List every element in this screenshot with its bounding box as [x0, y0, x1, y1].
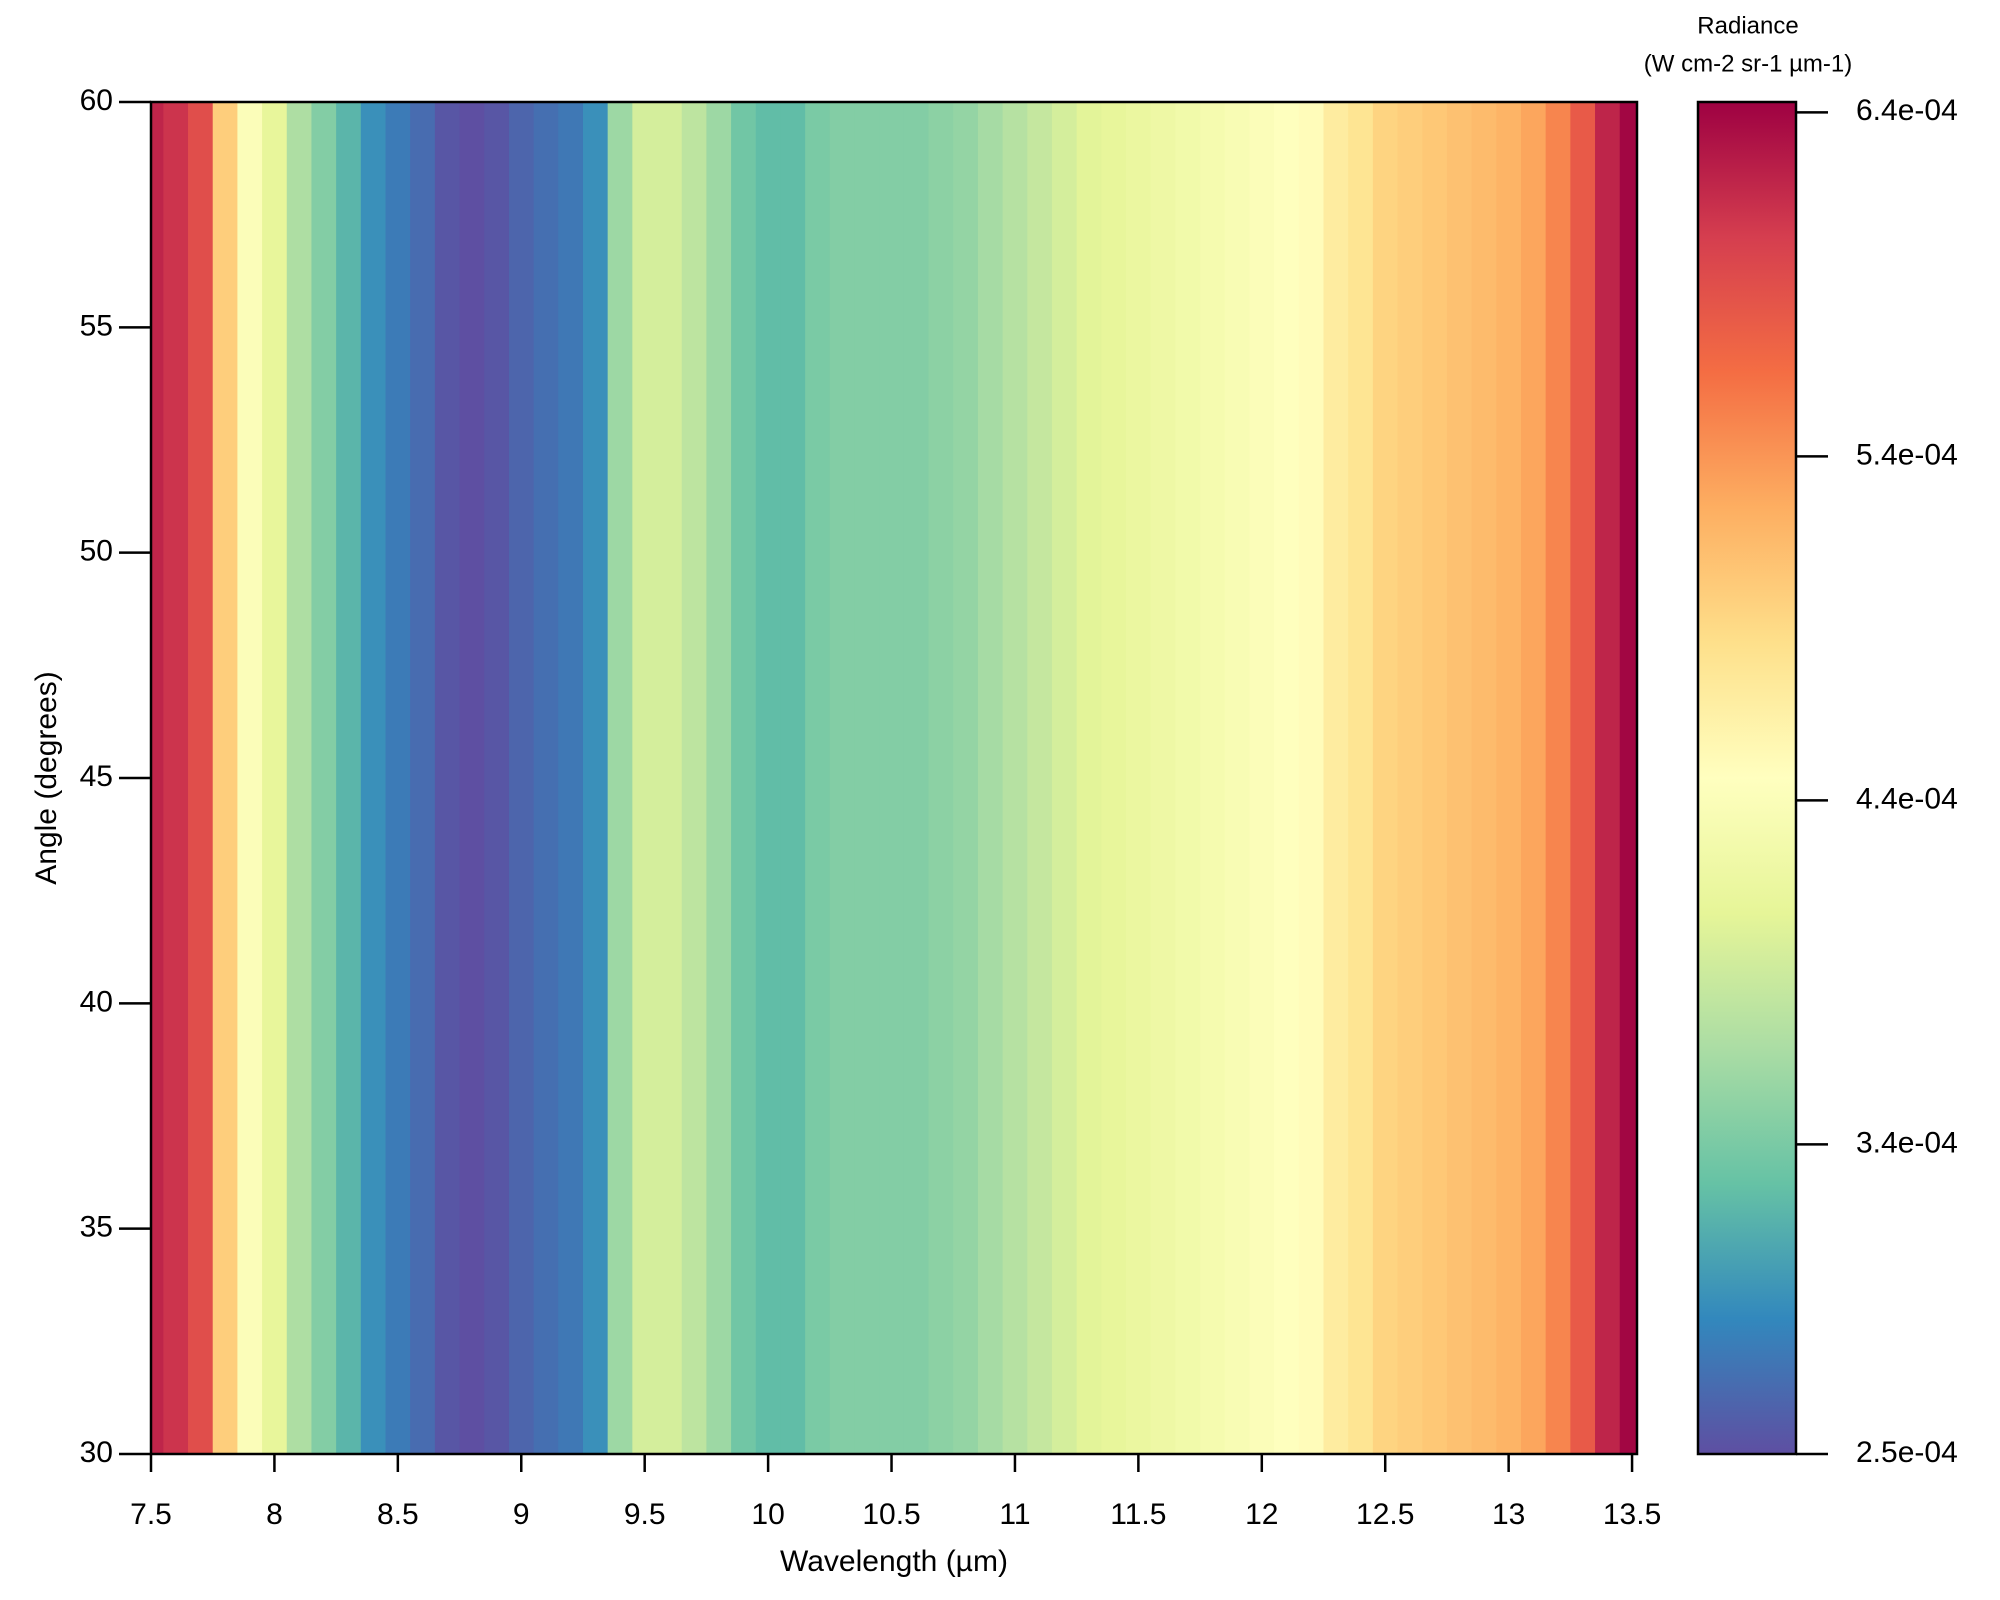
heat-cell — [163, 102, 189, 1454]
x-tick-label: 8.5 — [377, 1498, 419, 1531]
x-tick-label: 8 — [266, 1498, 283, 1531]
heat-cell — [1027, 102, 1053, 1454]
heat-cell — [1372, 102, 1399, 1454]
heat-cell — [1471, 102, 1497, 1454]
heat-cell — [212, 102, 238, 1454]
heat-cell — [805, 102, 831, 1454]
x-tick-label: 12 — [1245, 1498, 1278, 1531]
colorbar-tick-label: 5.4e-04 — [1856, 438, 1958, 471]
heat-cell — [1619, 102, 1638, 1454]
x-tick-label: 11 — [999, 1498, 1030, 1531]
heat-cell — [1595, 102, 1621, 1454]
heat-cell — [508, 102, 535, 1454]
heat-cell — [286, 102, 313, 1454]
x-tick-label: 7.5 — [130, 1498, 172, 1531]
x-tick-label: 12.5 — [1356, 1498, 1414, 1531]
colorbar-title: Radiance — [1697, 12, 1798, 39]
heat-cell — [854, 102, 880, 1454]
heat-cell — [755, 102, 782, 1454]
heat-cell — [657, 102, 683, 1454]
heat-cell — [903, 102, 930, 1454]
heat-cell — [262, 102, 288, 1454]
heat-cell — [1200, 102, 1226, 1454]
heat-cell — [1422, 102, 1448, 1454]
heat-cell — [360, 102, 387, 1454]
y-tick-label: 50 — [80, 535, 113, 568]
heat-cell — [410, 102, 436, 1454]
heat-cell — [879, 102, 905, 1454]
heat-cell — [311, 102, 337, 1454]
y-axis-label: Angle (degrees) — [30, 671, 63, 884]
y-tick-label: 60 — [80, 84, 113, 117]
heat-cell — [237, 102, 263, 1454]
heat-cell — [1520, 102, 1547, 1454]
heat-cell — [1051, 102, 1078, 1454]
heat-cell — [1348, 102, 1374, 1454]
heat-cell — [336, 102, 362, 1454]
heat-cell — [1496, 102, 1522, 1454]
y-tick-label: 35 — [80, 1211, 113, 1244]
heat-cell — [434, 102, 461, 1454]
heat-cell — [1249, 102, 1275, 1454]
heat-cell — [681, 102, 707, 1454]
x-tick-label: 10.5 — [862, 1498, 920, 1531]
colorbar-title: (W cm-2 sr-1 µm-1) — [1644, 50, 1852, 77]
heat-cell — [484, 102, 510, 1454]
heat-cell — [533, 102, 559, 1454]
heat-cell — [188, 102, 214, 1454]
y-tick-label: 30 — [80, 1436, 113, 1469]
heat-cell — [1446, 102, 1473, 1454]
heat-cell — [1175, 102, 1201, 1454]
heat-cell — [1323, 102, 1349, 1454]
heat-cell — [1298, 102, 1325, 1454]
heat-cell — [151, 102, 164, 1454]
heat-cell — [1126, 102, 1152, 1454]
heat-cell — [1274, 102, 1300, 1454]
x-tick-label: 9.5 — [624, 1498, 666, 1531]
heat-cell — [1224, 102, 1251, 1454]
heat-cell — [582, 102, 609, 1454]
heat-cell — [1150, 102, 1177, 1454]
x-axis-label: Wavelength (µm) — [780, 1545, 1008, 1578]
heat-cell — [928, 102, 954, 1454]
heat-cell — [977, 102, 1004, 1454]
x-tick-label: 9 — [513, 1498, 530, 1531]
y-tick-label: 45 — [80, 760, 113, 793]
heat-cell — [385, 102, 411, 1454]
colorbar — [1696, 100, 1798, 1456]
heat-cell — [607, 102, 633, 1454]
heat-cell — [706, 102, 732, 1454]
x-tick-label: 13.5 — [1603, 1498, 1661, 1531]
y-tick-label: 55 — [80, 309, 113, 342]
heat-cell — [731, 102, 757, 1454]
heat-cell — [459, 102, 485, 1454]
colorbar-tick-label: 6.4e-04 — [1856, 94, 1958, 127]
colorbar-tick-label: 2.5e-04 — [1856, 1436, 1958, 1469]
colorbar-tick-label: 3.4e-04 — [1856, 1126, 1958, 1159]
heat-cell — [558, 102, 584, 1454]
y-tick-label: 40 — [80, 985, 113, 1018]
heat-cell — [953, 102, 979, 1454]
heat-cell — [780, 102, 806, 1454]
heat-cell — [1570, 102, 1596, 1454]
heat-cell — [1397, 102, 1423, 1454]
colorbar-tick-label: 4.4e-04 — [1856, 782, 1958, 815]
heat-cell — [1101, 102, 1127, 1454]
heat-cell — [632, 102, 658, 1454]
x-tick-label: 13 — [1492, 1498, 1525, 1531]
x-tick-label: 11.5 — [1110, 1498, 1166, 1531]
heat-cell — [829, 102, 856, 1454]
heat-cell — [1002, 102, 1028, 1454]
heat-cell — [1545, 102, 1571, 1454]
heat-cell — [1076, 102, 1102, 1454]
x-tick-label: 10 — [751, 1498, 784, 1531]
